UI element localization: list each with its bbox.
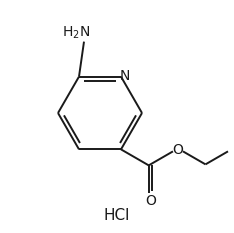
Text: N: N xyxy=(120,69,130,83)
Text: O: O xyxy=(172,143,183,157)
Text: HCl: HCl xyxy=(104,208,130,223)
Text: H$_2$N: H$_2$N xyxy=(62,24,90,41)
Text: O: O xyxy=(145,194,156,208)
